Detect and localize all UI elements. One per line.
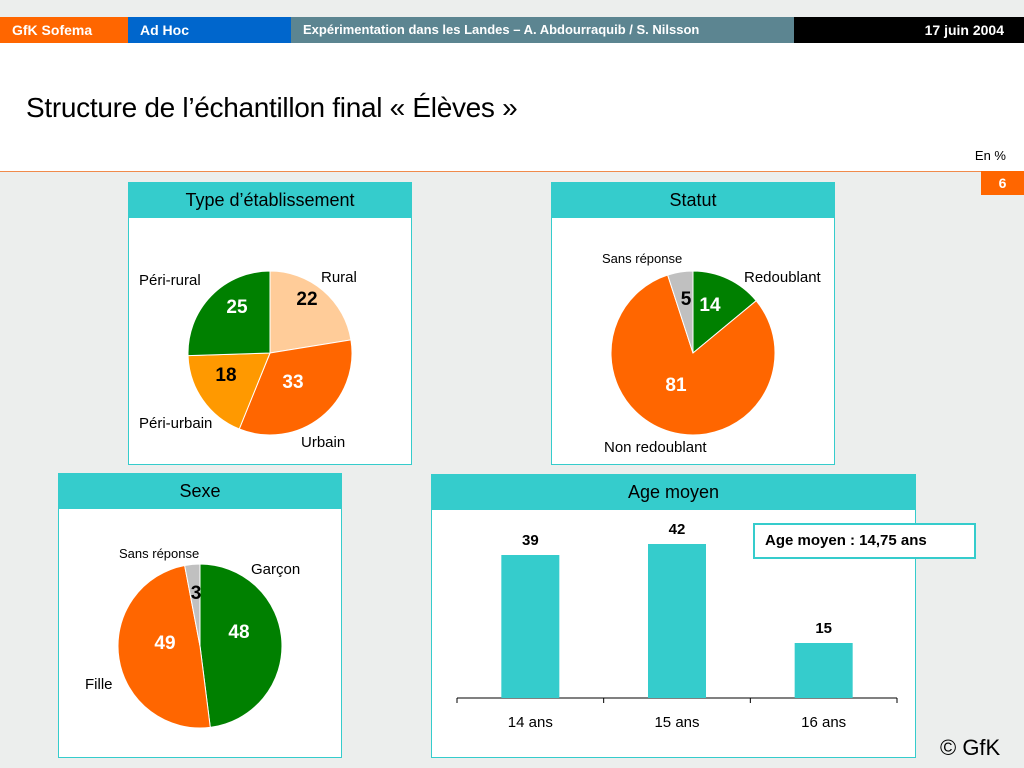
pie-slice-peri-urbain (187, 352, 271, 430)
data-label-peri-rural: 25 (226, 297, 248, 318)
header-bar: GfK Sofema Ad Hoc Expérimentation dans l… (0, 17, 1024, 43)
data-label-fille: 49 (154, 633, 175, 654)
data-label-15-ans: 42 (669, 521, 686, 538)
chart-panel-sexe: Sexe 48 Garçon 49 Fille 3 Sans réponse (58, 473, 342, 758)
data-label-14-ans: 39 (522, 532, 539, 549)
data-label-16-ans: 15 (815, 620, 832, 637)
x-tick-label-14-ans: 14 ans (508, 714, 553, 731)
study-title: Expérimentation dans les Landes – A. Abd… (291, 17, 794, 43)
presentation-date: 17 juin 2004 (794, 17, 1024, 43)
title-area (0, 43, 1024, 172)
x-tick-label-15-ans: 15 ans (654, 714, 699, 731)
data-label-urbain: 33 (282, 372, 303, 393)
category-label-peri-urbain: Péri-urbain (139, 415, 212, 432)
category-label-rural: Rural (321, 269, 357, 286)
data-label-non-redoublant: 81 (665, 375, 687, 396)
bar-14-ans (501, 555, 560, 698)
bar-16-ans (794, 643, 853, 698)
chart-panel-statut: Statut 14 Redoublant 81 Non redoublant 5 Sans… (551, 182, 835, 465)
page-number: 6 (981, 171, 1024, 195)
unit-label: En % (974, 148, 1006, 163)
bar-15-ans (648, 544, 706, 698)
category-label-peri-rural: Péri-rural (139, 272, 201, 289)
data-label-peri-urbain: 18 (215, 365, 236, 386)
chart-panel-age-moyen: Age moyen 39 14 ans 42 15 ans 15 16 ans (431, 474, 916, 758)
category-label-garcon: Garçon (251, 561, 300, 578)
pie-slice-non-redoublant (610, 274, 776, 436)
pie-slice-garcon (199, 563, 283, 728)
pie-chart-statut: 14 Redoublant 81 Non redoublant 5 Sans répons… (602, 251, 822, 456)
chart-title: Type d’établissement (129, 183, 411, 218)
pie-slice-redoublant (692, 270, 757, 355)
data-label-sans-reponse: 3 (191, 583, 202, 604)
copyright: © GfK (940, 735, 1001, 760)
pie-slice-urbain (238, 339, 353, 436)
category-label-fille: Fille (85, 676, 113, 693)
pie-slice-sans-reponse (184, 563, 201, 647)
pie-chart-sexe: 48 Garçon 49 Fille 3 Sans réponse (85, 546, 300, 729)
chart-panel-type-etablissement: Type d’établissement 22 Rural 33 Urbain 18 Pé… (128, 182, 412, 465)
section-label: Ad Hoc (128, 17, 291, 43)
data-label-redoublant: 14 (699, 295, 721, 316)
pie-slice-fille (117, 564, 211, 729)
category-label-redoublant: Redoublant (744, 269, 822, 286)
data-label-rural: 22 (296, 289, 317, 310)
category-label-sans-reponse: Sans réponse (602, 251, 682, 266)
chart-title: Sexe (59, 474, 341, 509)
category-label-non-redoublant: Non redoublant (604, 439, 707, 456)
data-label-garcon: 48 (228, 622, 249, 643)
data-label-sans-reponse: 5 (681, 289, 692, 310)
pie-slice-rural (269, 270, 352, 354)
pie-slice-sans-reponse (667, 270, 694, 354)
mean-age-callout: Age moyen : 14,75 ans (753, 523, 976, 559)
chart-title: Age moyen (432, 475, 915, 510)
category-label-sans-reponse: Sans réponse (119, 546, 199, 561)
category-label-urbain: Urbain (301, 434, 345, 451)
page-title: Structure de l’échantillon final « Élève… (26, 92, 518, 123)
pie-slice-peri-rural (187, 270, 271, 357)
x-tick-label-16-ans: 16 ans (801, 714, 846, 731)
brand-label: GfK Sofema (0, 17, 128, 43)
bar-chart-age-moyen: 39 14 ans 42 15 ans 15 16 ans (456, 521, 898, 731)
chart-title: Statut (552, 183, 834, 218)
